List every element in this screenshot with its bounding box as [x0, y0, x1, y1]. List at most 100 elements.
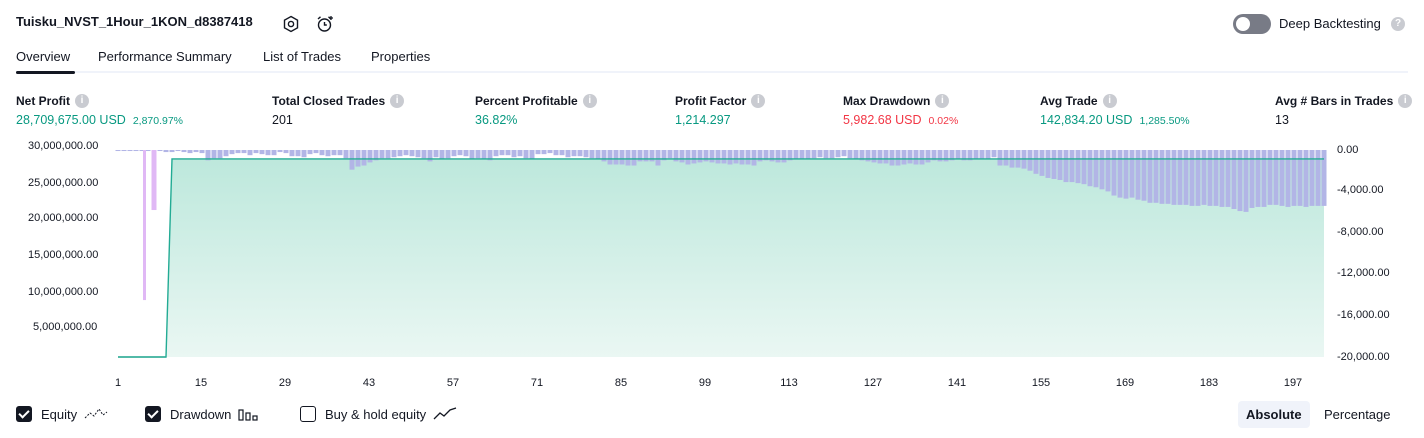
info-icon[interactable]: i	[935, 94, 950, 108]
info-icon[interactable]: i	[1102, 94, 1117, 108]
drawdown-bar	[577, 150, 583, 157]
settings-icon[interactable]	[282, 15, 300, 33]
metric-label: Net Profit	[16, 94, 70, 108]
drawdown-bar	[949, 150, 955, 161]
drawdown-bar	[301, 150, 307, 158]
drawdown-bar	[139, 150, 145, 152]
drawdown-bar	[739, 150, 745, 165]
drawdown-bar	[1249, 150, 1255, 208]
drawdown-bar	[439, 150, 445, 160]
drawdown-bar	[499, 150, 505, 156]
drawdown-bar	[373, 150, 379, 161]
info-icon[interactable]: i	[582, 94, 597, 108]
metric-label: Avg # Bars in Trades	[1275, 94, 1394, 108]
drawdown-bar-intraday	[143, 150, 146, 301]
drawdown-bar	[127, 150, 133, 152]
drawdown-bar	[463, 150, 469, 157]
drawdown-bar	[1291, 150, 1297, 206]
metric-value: 5,982.68 USD	[843, 113, 922, 127]
drawdown-bar	[169, 150, 175, 153]
drawdown-bar	[145, 150, 151, 152]
drawdown-bar	[871, 150, 877, 163]
tab-list-of-trades[interactable]: List of Trades	[263, 49, 342, 64]
drawdown-bar	[1225, 150, 1231, 207]
absolute-toggle[interactable]: Absolute	[1238, 401, 1310, 428]
drawdown-bar	[517, 150, 523, 157]
drawdown-bar	[703, 150, 709, 162]
drawdown-bar	[181, 150, 187, 153]
drawdown-bar	[901, 150, 907, 165]
info-icon[interactable]: i	[75, 94, 89, 108]
drawdown-bar	[709, 150, 715, 163]
drawdown-checkbox[interactable]	[145, 406, 161, 422]
drawdown-bar	[313, 150, 319, 154]
drawdown-bar	[1303, 150, 1309, 207]
drawdown-bar	[409, 150, 415, 157]
drawdown-bar	[415, 150, 421, 158]
drawdown-bar	[607, 150, 613, 165]
drawdown-bar	[733, 150, 739, 164]
metric-avg-bars-in-trades: Avg # Bars in Trades i 13	[1275, 94, 1413, 127]
drawdown-bar	[493, 150, 499, 157]
drawdown-bar	[1231, 150, 1237, 209]
percentage-toggle[interactable]: Percentage	[1324, 407, 1391, 422]
drawdown-bar	[613, 150, 619, 165]
drawdown-bar	[1261, 150, 1267, 207]
buy-hold-checkbox[interactable]	[300, 406, 316, 422]
drawdown-bar	[481, 150, 487, 160]
metric-value: 28,709,675.00 USD	[16, 113, 126, 127]
drawdown-bar	[1237, 150, 1243, 212]
drawdown-bar	[1213, 150, 1219, 206]
drawdown-bar	[451, 150, 457, 157]
metric-label: Percent Profitable	[475, 94, 578, 108]
legend-drawdown[interactable]: Drawdown	[145, 403, 260, 425]
metric-label: Total Closed Trades	[272, 94, 386, 108]
drawdown-bar	[889, 150, 895, 166]
drawdown-bar	[1315, 150, 1321, 206]
drawdown-bar	[1027, 150, 1033, 171]
drawdown-bar	[865, 150, 871, 162]
drawdown-bar	[1057, 150, 1063, 181]
drawdown-bar	[421, 150, 427, 159]
drawdown-bar	[1183, 150, 1189, 205]
drawdown-bar	[673, 150, 679, 162]
drawdown-bar	[1093, 150, 1099, 188]
drawdown-bar	[1177, 150, 1183, 205]
drawdown-bar	[805, 150, 811, 160]
drawdown-bar	[853, 150, 859, 160]
equity-line-icon	[84, 408, 108, 419]
metric-percent: 1,285.50%	[1139, 115, 1190, 127]
deep-backtesting-toggle[interactable]	[1233, 14, 1271, 34]
info-icon[interactable]: i	[751, 94, 766, 108]
equity-checkbox[interactable]	[16, 406, 32, 422]
drawdown-bar	[979, 150, 985, 160]
drawdown-bar	[883, 150, 889, 164]
drawdown-bar	[361, 150, 367, 166]
alarm-clock-add-icon[interactable]	[315, 14, 335, 34]
drawdown-bar	[1243, 150, 1249, 212]
tab-overview[interactable]: Overview	[16, 49, 71, 64]
drawdown-bar	[259, 150, 265, 155]
tab-properties[interactable]: Properties	[371, 49, 431, 64]
drawdown-bar	[595, 150, 601, 160]
drawdown-bar	[571, 150, 577, 157]
drawdown-bar	[1117, 150, 1123, 198]
help-icon[interactable]: ?	[1391, 17, 1405, 31]
drawdown-bar	[157, 150, 163, 152]
drawdown-bar	[1075, 150, 1081, 184]
legend-equity[interactable]: Equity	[16, 403, 108, 425]
drawdown-bar	[253, 150, 259, 154]
tab-performance-summary[interactable]: Performance Summary	[98, 49, 232, 64]
drawdown-bar	[667, 150, 673, 159]
info-icon[interactable]: i	[390, 94, 405, 108]
drawdown-bar	[787, 150, 793, 161]
drawdown-bar	[931, 150, 937, 161]
metric-label: Profit Factor	[675, 94, 747, 108]
drawdown-bar	[529, 150, 535, 160]
legend-buy-hold[interactable]: Buy & hold equity	[300, 403, 457, 425]
info-icon[interactable]: i	[1398, 94, 1413, 108]
drawdown-bar	[1153, 150, 1159, 203]
drawdown-bar	[229, 150, 235, 155]
drawdown-bar	[1039, 150, 1045, 176]
